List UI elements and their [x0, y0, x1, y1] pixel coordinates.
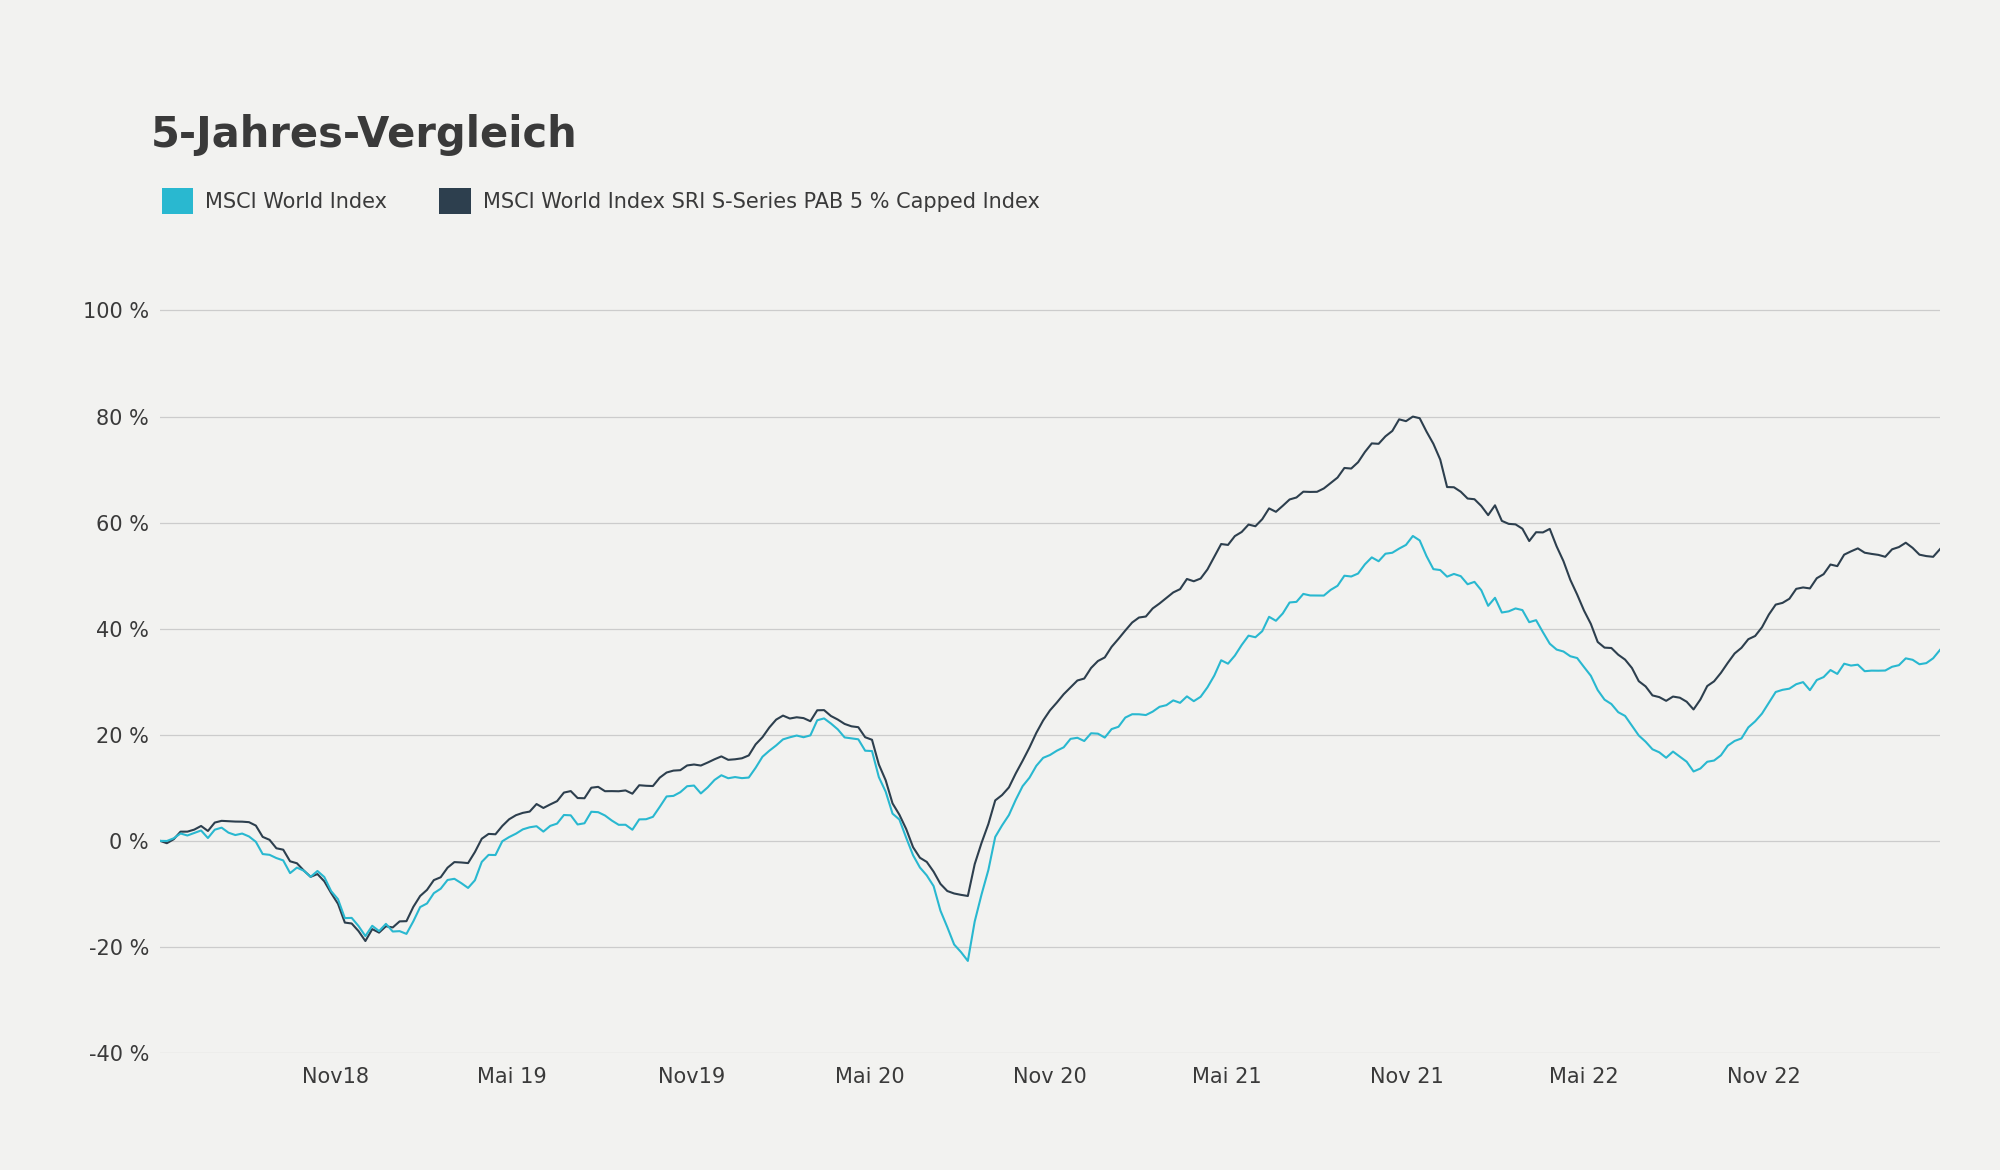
- Line: MSCI World Index SRI S-Series PAB 5 % Capped Index: MSCI World Index SRI S-Series PAB 5 % Ca…: [160, 417, 1940, 941]
- Line: MSCI World Index: MSCI World Index: [160, 536, 1940, 961]
- Text: 5-Jahres-Vergleich: 5-Jahres-Vergleich: [152, 115, 578, 156]
- Legend: MSCI World Index, MSCI World Index SRI S-Series PAB 5 % Capped Index: MSCI World Index, MSCI World Index SRI S…: [162, 188, 1040, 214]
